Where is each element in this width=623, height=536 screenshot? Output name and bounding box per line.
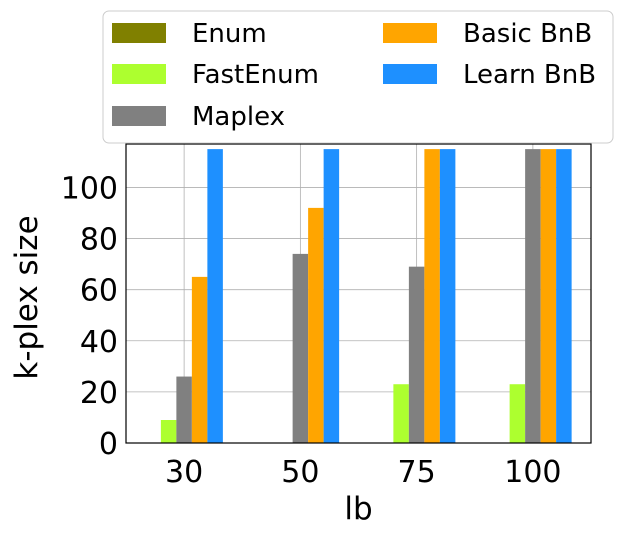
bar-basic-bnb-100 [540, 149, 557, 443]
x-tick-labels: 30 50 75 100 [165, 455, 561, 490]
y-tick-label: 40 [80, 325, 118, 360]
bar-learn-bnb-50 [323, 149, 340, 443]
bar-maplex-50 [292, 253, 309, 443]
y-tick-label: 0 [99, 427, 118, 462]
bar-learn-bnb-75 [439, 149, 456, 443]
legend-label: Learn BnB [463, 60, 596, 90]
legend-swatch [112, 23, 166, 43]
legend-box [102, 10, 614, 144]
y-tick-label: 20 [80, 376, 118, 411]
x-tick-label: 100 [504, 455, 561, 490]
bar-fastenum-100 [509, 384, 526, 443]
y-axis-label: k-plex size [9, 215, 45, 379]
legend-swatch [383, 23, 437, 43]
legend-swatch [112, 106, 166, 126]
y-tick-label: 100 [61, 171, 118, 206]
bar-fastenum-30 [160, 420, 177, 443]
x-tick-label: 50 [281, 455, 319, 490]
legend-swatch [383, 64, 437, 84]
x-tick-label: 30 [165, 455, 203, 490]
bar-basic-bnb-75 [424, 149, 440, 443]
bar-learn-bnb-30 [207, 149, 223, 443]
y-tick-label: 80 [80, 223, 118, 258]
legend-label: FastEnum [192, 60, 319, 90]
bar-fastenum-75 [393, 384, 409, 443]
x-tick-label: 75 [398, 455, 436, 490]
legend-swatch [112, 64, 166, 84]
legend-label: Basic BnB [463, 19, 592, 49]
bar-maplex-100 [525, 149, 541, 443]
bar-learn-bnb-100 [556, 149, 572, 443]
y-tick-labels: 0 20 40 60 80 100 [61, 171, 118, 462]
plot-frame [125, 143, 592, 444]
x-axis-label: lb [344, 491, 372, 527]
bars [160, 149, 572, 443]
bar-maplex-75 [408, 266, 425, 443]
bar-maplex-30 [176, 376, 192, 443]
bar-basic-bnb-30 [191, 276, 208, 443]
legend: Enum FastEnum Maplex Basic BnB Learn BnB [102, 10, 614, 144]
legend-label: Enum [192, 19, 267, 49]
y-tick-label: 60 [80, 274, 118, 309]
legend-label: Maplex [192, 102, 285, 132]
bar-basic-bnb-50 [308, 207, 324, 443]
